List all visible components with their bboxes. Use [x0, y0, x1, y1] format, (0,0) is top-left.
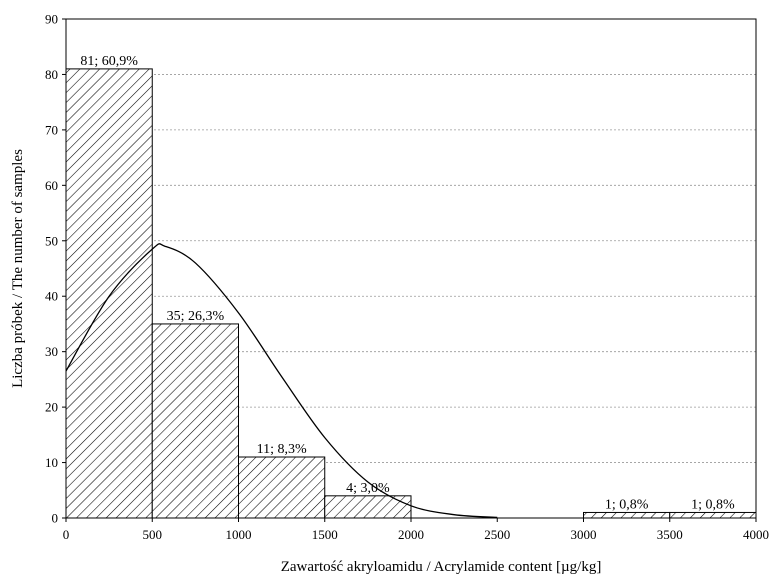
y-tick-label: 60: [45, 178, 58, 193]
bar-data-labels: 81; 60,9% 35; 26,3% 11; 8,3% 4; 3,0% 1; 0,8%…: [80, 54, 735, 513]
bar-data-label: 35; 26,3%: [167, 309, 225, 324]
bar-data-label: 81; 60,9%: [80, 54, 138, 69]
bar-data-label: 4; 3,0%: [346, 481, 390, 496]
histogram-bar: [324, 495, 412, 519]
y-tick-label: 80: [45, 67, 58, 82]
x-tick-label: 1000: [226, 527, 252, 542]
x-tick-label: 2500: [484, 527, 510, 542]
fitted-curve: [65, 243, 498, 519]
x-tick-label: 500: [143, 527, 163, 542]
normal-curve: [65, 243, 498, 519]
histogram-bar: [669, 511, 757, 519]
histogram-bar: [238, 456, 326, 519]
y-axis-ticks: 0 10 20 30 40 50 60 70 80 90: [45, 12, 66, 526]
bar-data-label: 11; 8,3%: [257, 442, 307, 457]
y-tick-label: 0: [52, 511, 59, 526]
y-tick-label: 40: [45, 289, 58, 304]
histogram-bar: [583, 511, 671, 519]
x-tick-label: 3000: [571, 527, 597, 542]
bar-data-label: 1; 0,8%: [691, 497, 735, 512]
x-tick-label: 4000: [743, 527, 769, 542]
y-tick-label: 50: [45, 233, 58, 248]
y-tick-label: 30: [45, 344, 58, 359]
x-axis-ticks: 0 500 1000 1500 2000 2500 3000 3500 4000: [63, 518, 769, 542]
y-axis-title: Liczba próbek / The number of samples: [10, 149, 26, 388]
y-tick-label: 70: [45, 122, 58, 137]
histogram-bar: [65, 68, 153, 519]
x-axis-title: Zawartość akryloamidu / Acrylamide conte…: [281, 559, 602, 575]
x-tick-label: 1500: [312, 527, 338, 542]
bar-data-label: 1; 0,8%: [605, 497, 649, 512]
x-tick-label: 0: [63, 527, 70, 542]
x-tick-label: 2000: [398, 527, 424, 542]
y-tick-label: 90: [45, 12, 58, 27]
histogram-bar: [151, 323, 239, 519]
y-tick-label: 10: [45, 455, 58, 470]
y-tick-label: 20: [45, 400, 58, 415]
histogram-bars: [65, 68, 757, 519]
x-tick-label: 3500: [657, 527, 683, 542]
grid-lines: [66, 74, 756, 463]
